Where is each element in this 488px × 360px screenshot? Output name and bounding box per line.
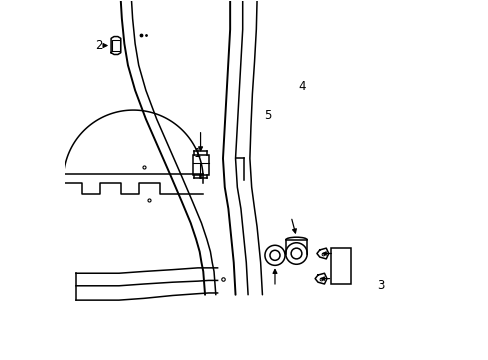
Bar bbox=[330, 248, 351, 284]
Text: 4: 4 bbox=[298, 80, 305, 93]
Text: 3: 3 bbox=[376, 279, 384, 292]
Text: 5: 5 bbox=[264, 109, 271, 122]
Text: 1: 1 bbox=[194, 147, 201, 159]
Text: 2: 2 bbox=[95, 39, 103, 52]
Bar bbox=[192, 155, 208, 175]
